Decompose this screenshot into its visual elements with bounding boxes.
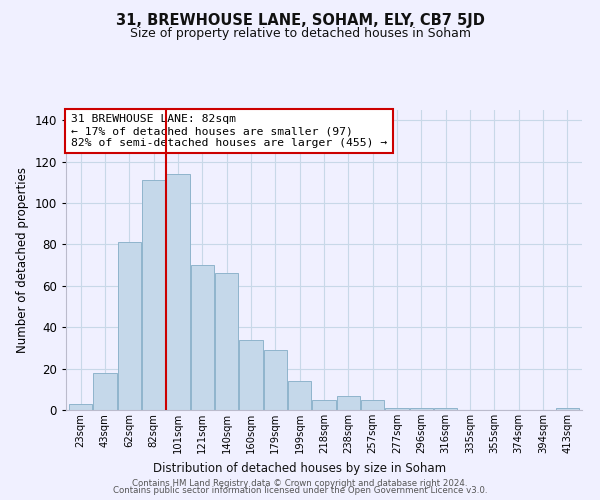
Bar	[142, 180, 165, 410]
Text: Contains HM Land Registry data © Crown copyright and database right 2024.: Contains HM Land Registry data © Crown c…	[132, 478, 468, 488]
Bar	[264, 350, 287, 410]
Bar	[239, 340, 263, 410]
Text: 31 BREWHOUSE LANE: 82sqm
← 17% of detached houses are smaller (97)
82% of semi-d: 31 BREWHOUSE LANE: 82sqm ← 17% of detach…	[71, 114, 388, 148]
Text: Contains public sector information licensed under the Open Government Licence v3: Contains public sector information licen…	[113, 486, 487, 495]
Bar	[191, 265, 214, 410]
Bar	[215, 274, 238, 410]
Bar	[118, 242, 141, 410]
Text: 31, BREWHOUSE LANE, SOHAM, ELY, CB7 5JD: 31, BREWHOUSE LANE, SOHAM, ELY, CB7 5JD	[116, 12, 484, 28]
Text: Distribution of detached houses by size in Soham: Distribution of detached houses by size …	[154, 462, 446, 475]
Y-axis label: Number of detached properties: Number of detached properties	[16, 167, 29, 353]
Bar	[556, 408, 579, 410]
Bar	[94, 373, 116, 410]
Bar	[434, 408, 457, 410]
Bar	[166, 174, 190, 410]
Text: Size of property relative to detached houses in Soham: Size of property relative to detached ho…	[130, 28, 470, 40]
Bar	[69, 404, 92, 410]
Bar	[313, 400, 335, 410]
Bar	[385, 408, 409, 410]
Bar	[337, 396, 360, 410]
Bar	[410, 408, 433, 410]
Bar	[288, 381, 311, 410]
Bar	[361, 400, 384, 410]
